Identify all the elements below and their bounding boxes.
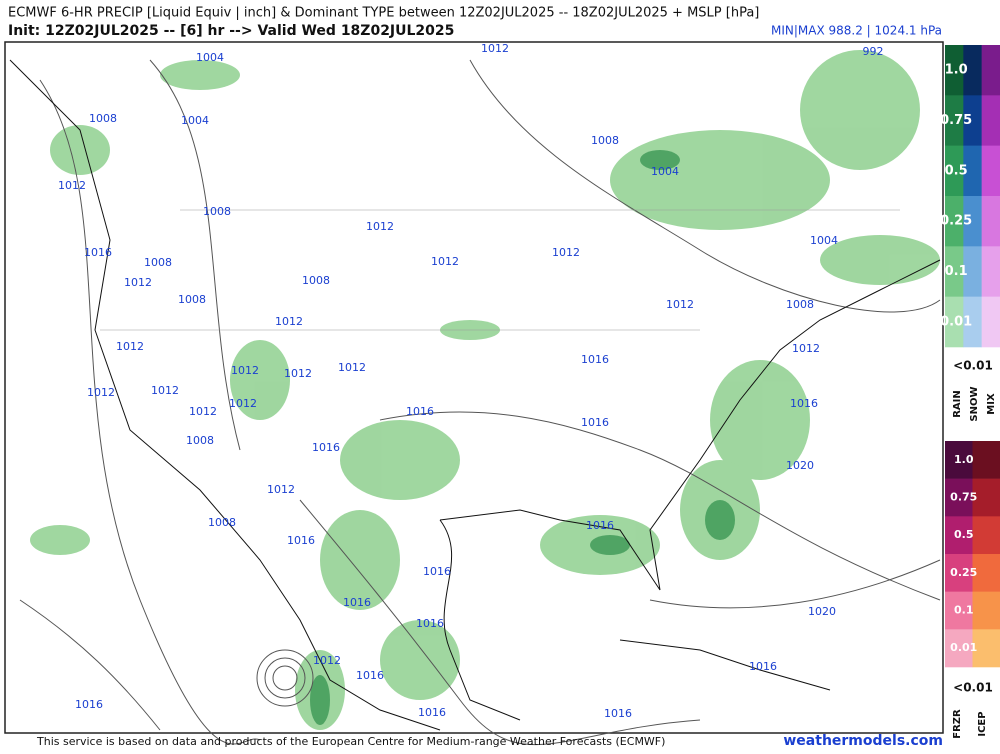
isobar-label: 1012 bbox=[666, 298, 694, 311]
legend-level: 0.1 bbox=[954, 604, 974, 617]
legend-swatch bbox=[973, 441, 1000, 479]
legend-level: 0.01 bbox=[940, 314, 972, 329]
map-frame bbox=[5, 42, 943, 733]
isobar-label: 1012 bbox=[431, 255, 459, 268]
isobar-label: 1012 bbox=[229, 397, 257, 410]
isobar-label: 1008 bbox=[786, 298, 814, 311]
isobar-label: 1012 bbox=[338, 361, 366, 374]
legend-level: 0.5 bbox=[945, 163, 968, 178]
isobar-label: 1012 bbox=[284, 367, 312, 380]
legend-swatch bbox=[982, 246, 1000, 297]
isobar-label: 1016 bbox=[416, 617, 444, 630]
legend-type: FRZR bbox=[952, 709, 963, 739]
legend-type: ICEP bbox=[977, 711, 988, 736]
isobar-label: 1012 bbox=[267, 483, 295, 496]
legend-level: 0.5 bbox=[954, 528, 974, 541]
legend-level: 1.0 bbox=[954, 453, 974, 466]
isobar-label: 1016 bbox=[581, 416, 609, 429]
isobar-label: 1012 bbox=[275, 315, 303, 328]
isobar-label: 1008 bbox=[178, 293, 206, 306]
map-subtitle: Init: 12Z02JUL2025 -- [6] hr --> Valid W… bbox=[8, 23, 454, 39]
legend-swatch bbox=[982, 45, 1000, 96]
isobar-label: 1012 bbox=[58, 179, 86, 192]
isobar-label: 1008 bbox=[186, 434, 214, 447]
legend-type: RAIN bbox=[952, 390, 963, 418]
isobar-label: 1020 bbox=[786, 459, 814, 472]
legend-below: <0.01 bbox=[953, 681, 993, 695]
isobar-label: 1004 bbox=[810, 234, 838, 247]
legend-level: 0.25 bbox=[950, 566, 977, 579]
isobar-label: 1012 bbox=[189, 405, 217, 418]
legend-type: SNOW bbox=[969, 386, 980, 421]
isobar-label: 1012 bbox=[124, 276, 152, 289]
legend-level: 0.01 bbox=[950, 641, 977, 654]
footer-site[interactable]: weathermodels.com bbox=[783, 733, 943, 749]
min-max: MIN|MAX 988.2 | 1024.1 hPa bbox=[771, 24, 942, 38]
isobar-label: 1012 bbox=[481, 42, 509, 55]
isobar-label: 1016 bbox=[84, 246, 112, 259]
isobar-label: 1016 bbox=[356, 669, 384, 682]
isobar-label: 1016 bbox=[790, 397, 818, 410]
isobar-label: 1016 bbox=[406, 405, 434, 418]
isobar-label: 1008 bbox=[208, 516, 236, 529]
isobar-label: 1012 bbox=[151, 384, 179, 397]
legend-level: 0.75 bbox=[950, 491, 977, 504]
legend-level: 0.1 bbox=[945, 264, 968, 279]
legend-swatch bbox=[982, 297, 1000, 348]
isobar-label: 1012 bbox=[552, 246, 580, 259]
isobar-label: 1004 bbox=[651, 165, 679, 178]
legend-swatch bbox=[982, 95, 1000, 146]
legend-type: MIX bbox=[986, 393, 997, 415]
isobar-label: 1004 bbox=[181, 114, 209, 127]
legend-swatch bbox=[982, 146, 1000, 197]
legend-swatch bbox=[973, 592, 1000, 630]
isobar-label: 1020 bbox=[808, 605, 836, 618]
isobar-label: 1008 bbox=[591, 134, 619, 147]
isobar-label: 1016 bbox=[581, 353, 609, 366]
isobar-label: 1012 bbox=[313, 654, 341, 667]
isobar-label: 1016 bbox=[75, 698, 103, 711]
isobar-label: 1012 bbox=[231, 364, 259, 377]
legend-level: 1.0 bbox=[945, 63, 968, 78]
isobar-label: 1012 bbox=[116, 340, 144, 353]
footer-credit: This service is based on data and produc… bbox=[36, 735, 665, 748]
isobar-label: 1016 bbox=[287, 534, 315, 547]
isobar-label: 1016 bbox=[343, 596, 371, 609]
isobar-label: 1004 bbox=[196, 51, 224, 64]
isobar-label: 1016 bbox=[749, 660, 777, 673]
isobar-label: 992 bbox=[863, 45, 884, 58]
legend-swatch bbox=[973, 516, 1000, 554]
legend-below: <0.01 bbox=[953, 359, 993, 373]
isobar-label: 1008 bbox=[144, 256, 172, 269]
map: 1004 1012 992 1008 1004 1008 1004 1012 1008 1012 1… bbox=[5, 42, 943, 745]
isobar-label: 1016 bbox=[604, 707, 632, 720]
legend: 1.0 0.75 0.5 0.25 0.1 0.01 <0.01 RAIN SNOW MIX 1.0… bbox=[940, 45, 1000, 739]
isobar-label: 1012 bbox=[792, 342, 820, 355]
isobar-label: 1016 bbox=[423, 565, 451, 578]
isobar-label: 1016 bbox=[312, 441, 340, 454]
isobar-label: 1008 bbox=[302, 274, 330, 287]
isobar-label: 1012 bbox=[366, 220, 394, 233]
isobar-label: 1016 bbox=[418, 706, 446, 719]
legend-level: 0.25 bbox=[940, 214, 972, 229]
isobar-label: 1012 bbox=[87, 386, 115, 399]
legend-level: 0.75 bbox=[940, 113, 972, 128]
isobar-label: 1016 bbox=[586, 519, 614, 532]
isobar-label: 1008 bbox=[89, 112, 117, 125]
isobar-label: 1008 bbox=[203, 205, 231, 218]
legend-swatch bbox=[982, 196, 1000, 247]
map-title: ECMWF 6-HR PRECIP [Liquid Equiv | inch] … bbox=[8, 6, 759, 21]
